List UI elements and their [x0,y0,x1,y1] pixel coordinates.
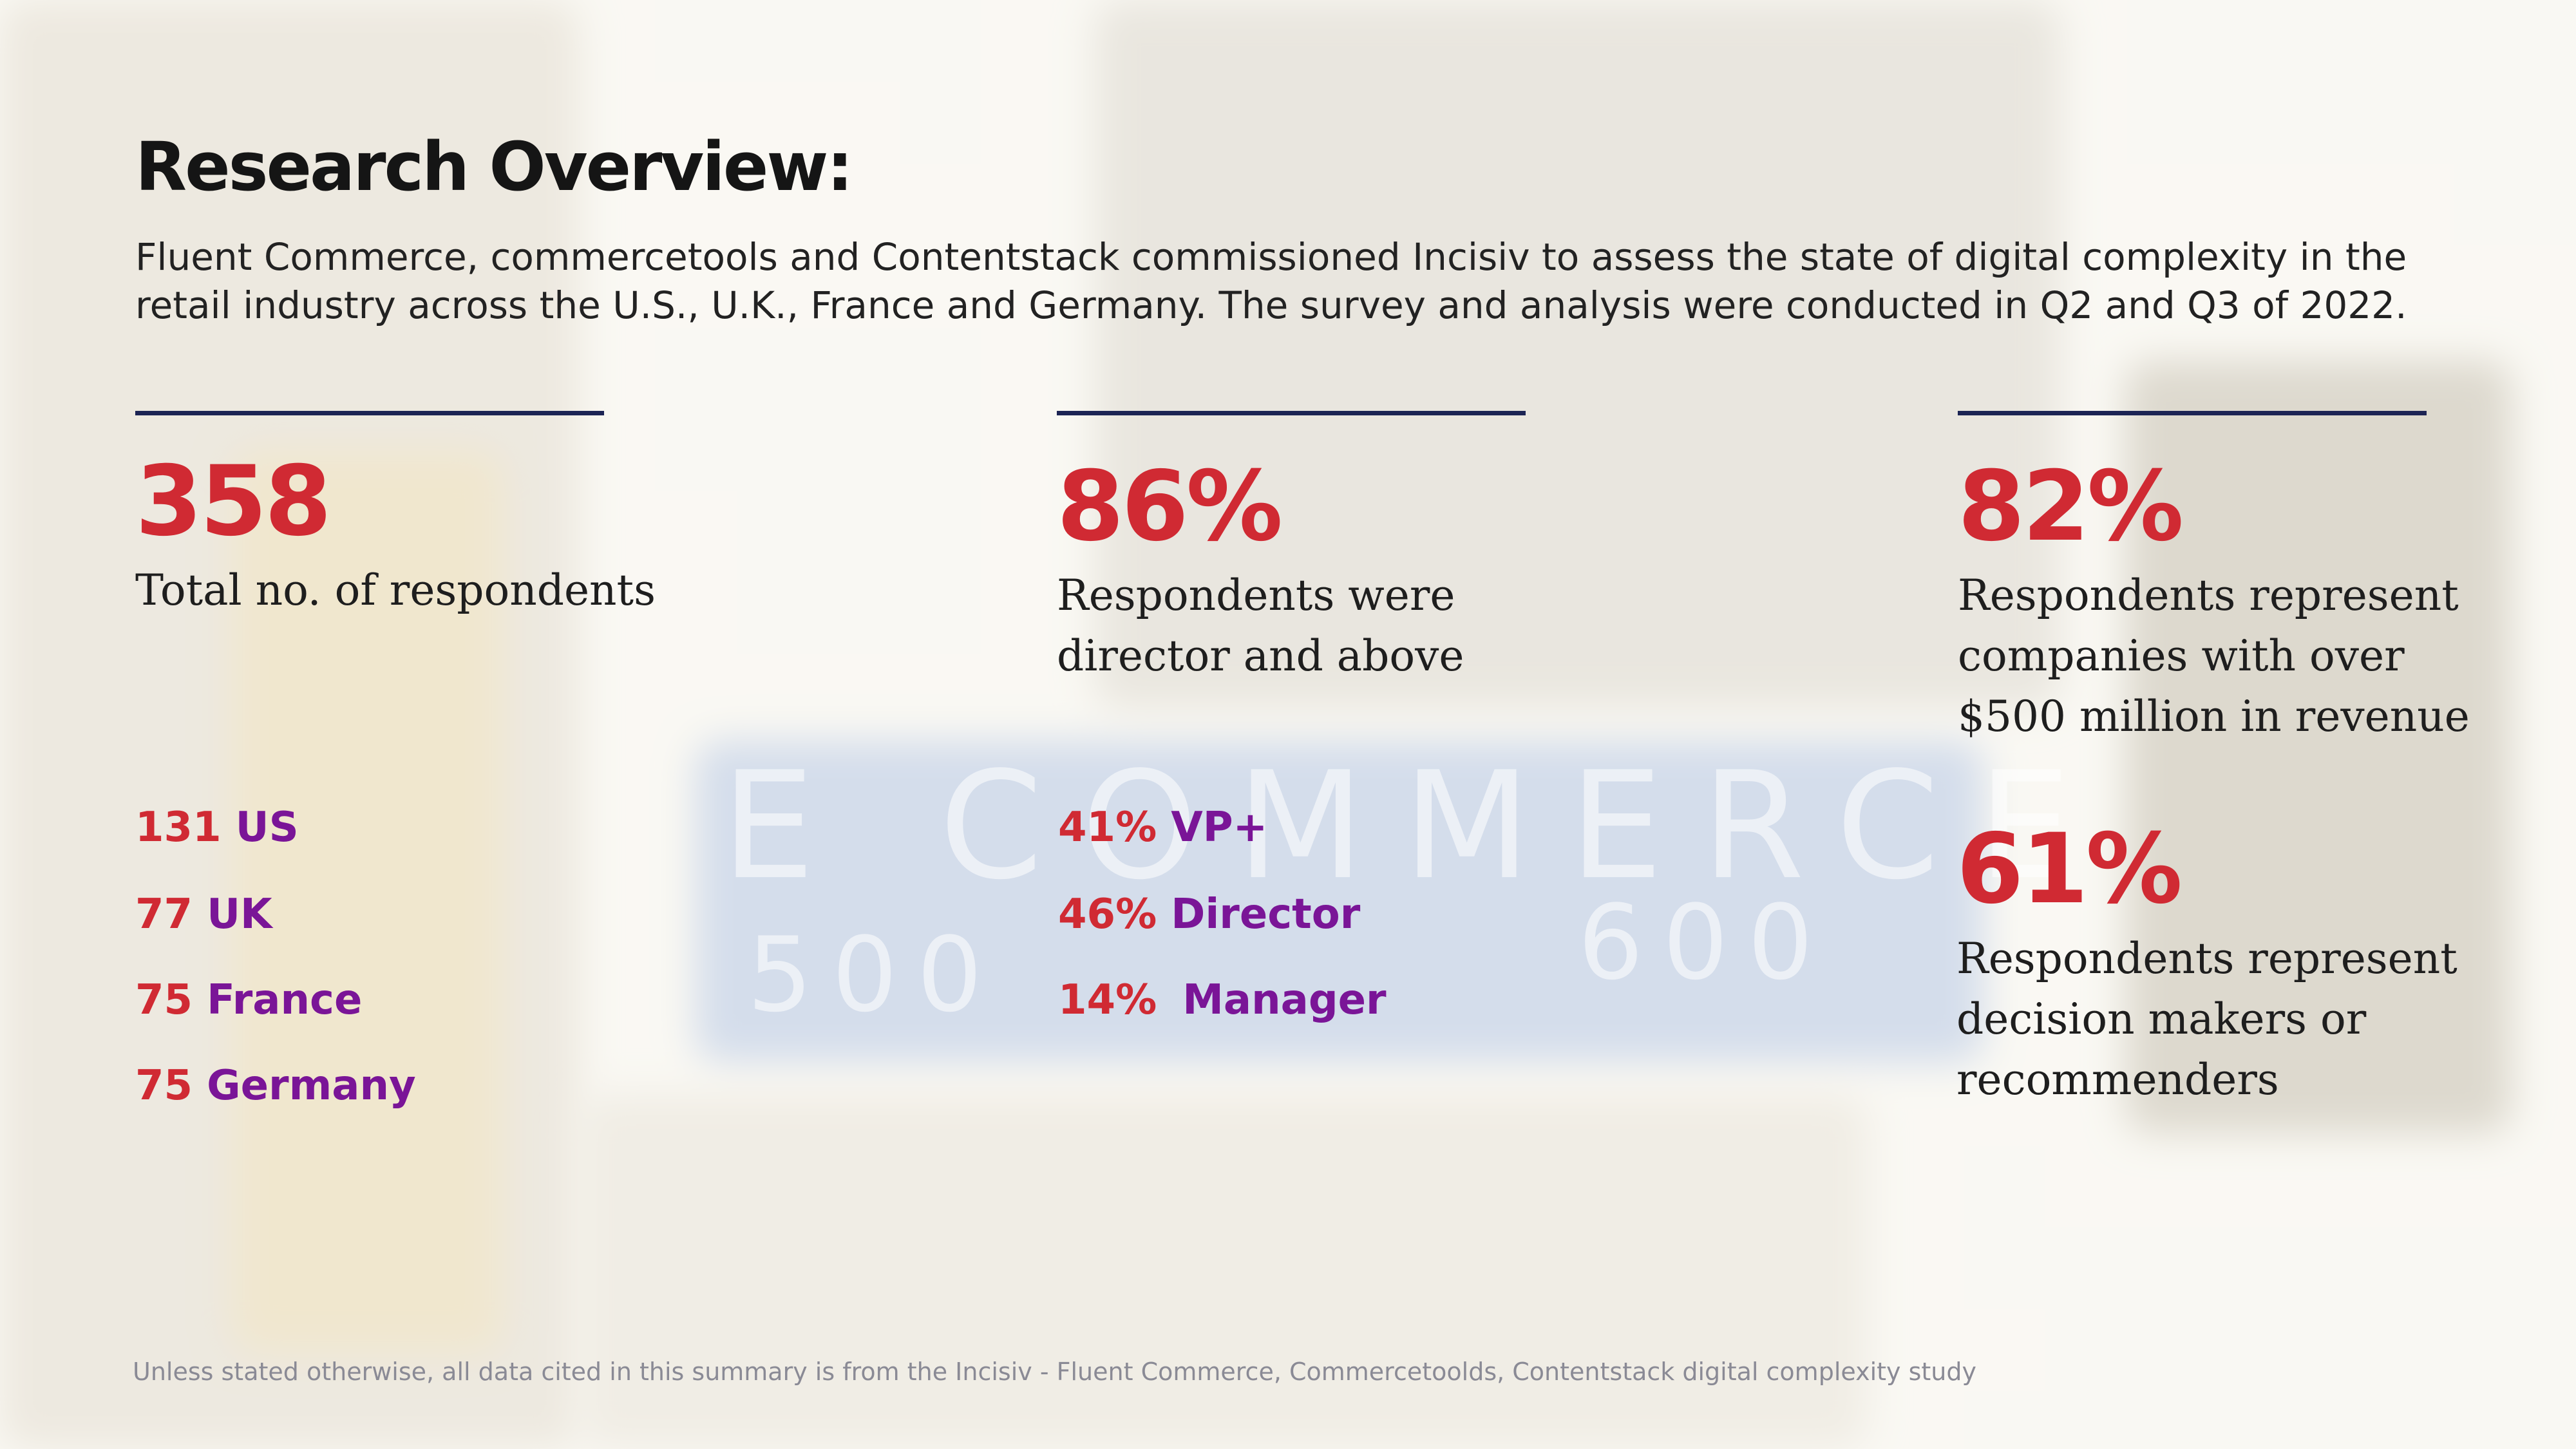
background-sign-left-number: 500 [747,914,1002,1035]
seniority-breakdown-director: 46% Director [1058,894,1360,935]
page-title: Research Overview: [135,128,853,206]
country-label: France [207,976,363,1024]
background-sign-right-number: 600 [1578,882,1833,1003]
intro-paragraph: Fluent Commerce, commercetools and Conte… [135,235,2407,327]
country-breakdown-germany: 75 Germany [135,1065,416,1106]
background-sign-text: E COMMERCE [721,741,2110,913]
country-breakdown-us: 131 US [135,807,299,848]
country-label: US [235,804,299,851]
country-count: 77 [135,891,193,938]
seniority-label: VP+ [1171,804,1268,851]
country-breakdown-uk: 77 UK [135,894,272,935]
country-count: 75 [135,1062,193,1110]
seniority-breakdown-manager: 14% Manager [1058,980,1387,1021]
seniority-percent: 46% [1058,891,1157,938]
seniority-percent: 14% [1058,976,1157,1024]
stat-revenue-over-500m: 82% [1958,451,2184,563]
stat-total-respondents: 358 [135,446,332,558]
country-count: 75 [135,976,193,1024]
column-rule-company [1958,411,2427,415]
seniority-label: Manager [1182,976,1387,1024]
country-label: Germany [207,1062,416,1110]
country-breakdown-france: 75 France [135,980,362,1021]
stat-total-respondents-label: Total no. of respondents [135,565,656,615]
stat-revenue-over-500m-label: Respondents represent companies with ove… [1958,571,2470,741]
country-label: UK [207,891,272,938]
stat-decision-makers: 61% [1956,813,2183,925]
column-rule-respondents [135,411,604,415]
stat-director-and-above-label: Respondents were director and above [1057,571,1464,681]
stat-decision-makers-label: Respondents represent decision makers or… [1956,934,2458,1104]
country-count: 131 [135,804,222,851]
seniority-breakdown-vp: 41% VP+ [1058,807,1267,848]
source-footnote: Unless stated otherwise, all data cited … [133,1358,1976,1386]
stat-director-and-above: 86% [1057,451,1283,563]
seniority-label: Director [1171,891,1361,938]
seniority-percent: 41% [1058,804,1157,851]
column-rule-seniority [1057,411,1526,415]
